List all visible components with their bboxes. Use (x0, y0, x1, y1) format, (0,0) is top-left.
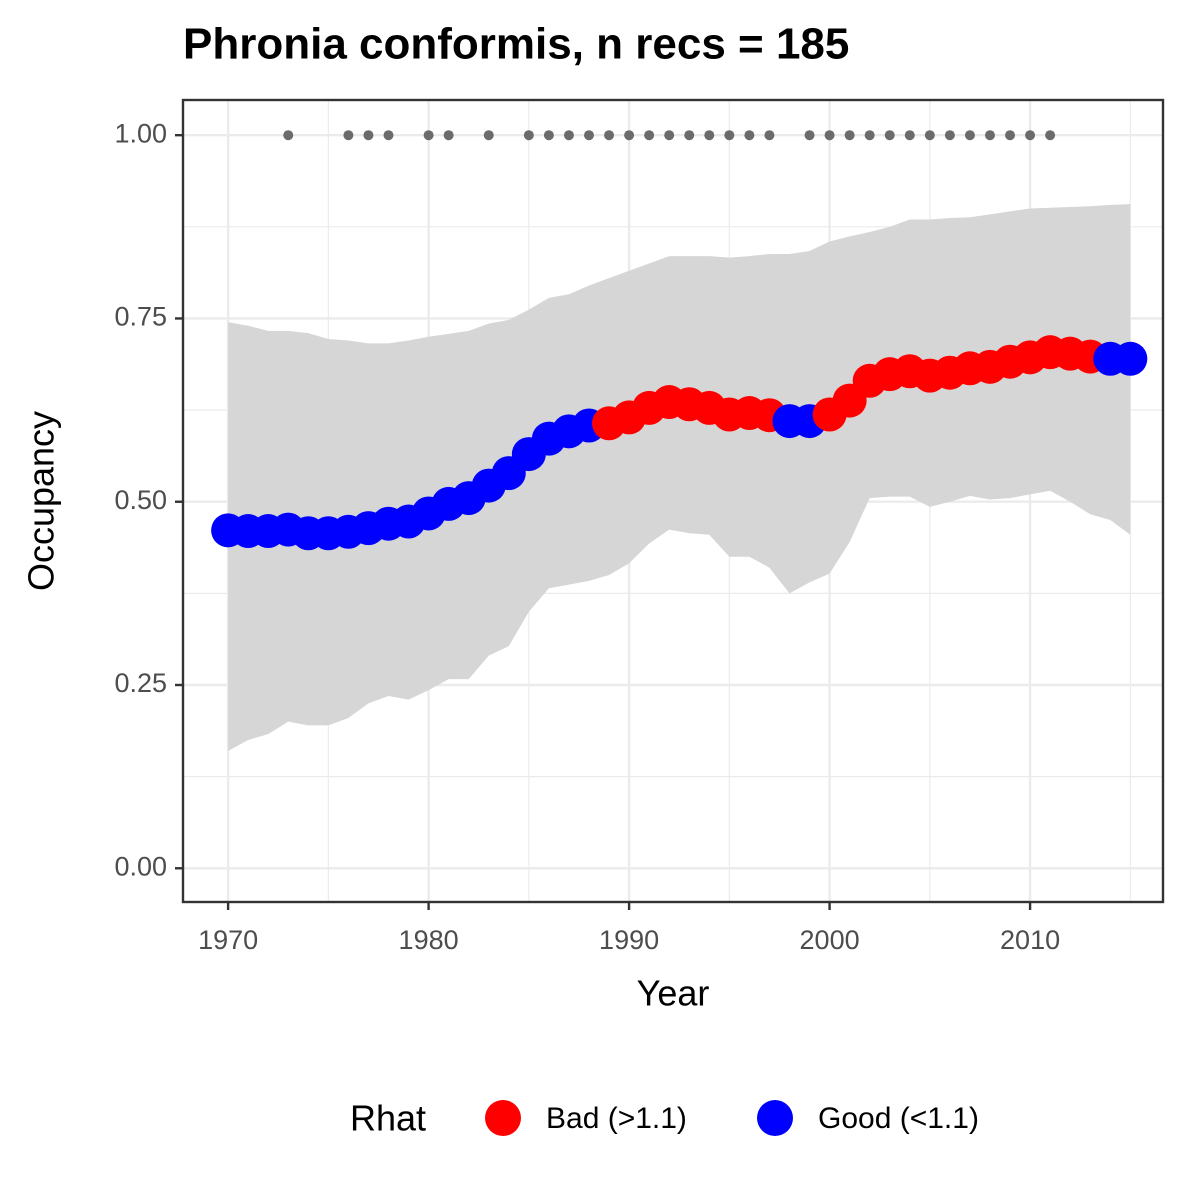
record-point (1045, 130, 1056, 141)
record-point (744, 130, 755, 141)
record-point (383, 130, 394, 141)
record-point (363, 130, 374, 141)
y-tick-label: 1.00 (114, 118, 167, 148)
record-point (804, 130, 815, 141)
record-point (283, 130, 294, 141)
record-point (964, 130, 975, 141)
record-point (844, 130, 855, 141)
record-point (704, 130, 715, 141)
record-point (563, 130, 574, 141)
legend-label: Good (<1.1) (818, 1102, 979, 1135)
occupancy-point (1113, 341, 1148, 376)
confidence-band (228, 204, 1131, 751)
record-point (644, 130, 655, 141)
record-point (864, 130, 875, 141)
x-tick-label: 1990 (599, 925, 659, 955)
x-tick-label: 2010 (1000, 925, 1060, 955)
y-axis-title: Occupancy (21, 411, 62, 591)
x-axis-title: Year (637, 973, 710, 1014)
record-point (604, 130, 615, 141)
y-tick-label: 0.00 (114, 851, 167, 881)
record-point (664, 130, 675, 141)
record-point (443, 130, 454, 141)
chart-title: Phronia conformis, n recs = 185 (183, 20, 849, 69)
record-point (944, 130, 955, 141)
record-point (343, 130, 354, 141)
y-tick-label: 0.25 (114, 668, 167, 698)
x-tick-label: 1970 (198, 925, 258, 955)
record-point (984, 130, 995, 141)
record-point (1005, 130, 1016, 141)
record-point (1025, 130, 1036, 141)
record-point (724, 130, 735, 141)
legend-swatch (485, 1100, 521, 1136)
record-point (884, 130, 895, 141)
record-point (543, 130, 554, 141)
legend-title: Rhat (350, 1098, 426, 1139)
record-point (824, 130, 835, 141)
x-tick-label: 1980 (399, 925, 459, 955)
x-tick-label: 2000 (800, 925, 860, 955)
record-point (423, 130, 434, 141)
legend-label: Bad (>1.1) (546, 1102, 687, 1135)
record-point (583, 130, 594, 141)
record-point (764, 130, 775, 141)
record-point (624, 130, 635, 141)
record-point (904, 130, 915, 141)
y-tick-label: 0.75 (114, 302, 167, 332)
y-tick-label: 0.50 (114, 485, 167, 515)
record-point (684, 130, 695, 141)
record-point (523, 130, 534, 141)
record-point (924, 130, 935, 141)
legend-swatch (757, 1100, 793, 1136)
record-point (483, 130, 494, 141)
